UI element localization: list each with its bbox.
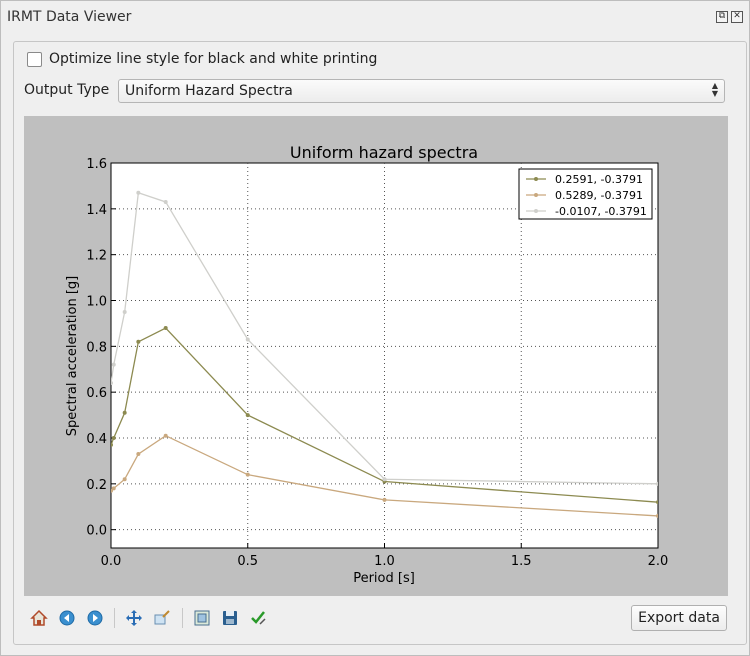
output-type-select[interactable]: Uniform Hazard Spectra ▲ ▼ bbox=[118, 79, 725, 103]
plot-canvas[interactable]: 0.0 0.5 1.0 1.5 2.0 0.0 0.2 0.4 0.6 0.8 1.0 1.2 1.4 1… bbox=[24, 116, 728, 596]
x-axis-label: Period [s] bbox=[353, 571, 415, 586]
bw-printing-label[interactable]: Optimize line style for black and white … bbox=[49, 51, 378, 67]
data-point bbox=[656, 500, 658, 505]
legend-marker bbox=[534, 209, 538, 213]
data-point bbox=[245, 472, 250, 477]
axis-ticks: 0.0 0.5 1.0 1.5 2.0 0.0 0.2 0.4 0.6 0.8 1.0 1.2 1.4 1… bbox=[86, 157, 668, 569]
legend-marker bbox=[534, 177, 538, 181]
data-point bbox=[382, 497, 387, 502]
data-point bbox=[163, 433, 168, 438]
float-window-icon[interactable]: ⧉ bbox=[716, 11, 728, 23]
data-point bbox=[656, 481, 658, 486]
window-title: IRMT Data Viewer bbox=[7, 9, 132, 25]
data-point bbox=[136, 190, 141, 195]
data-point bbox=[122, 477, 127, 482]
y-tick-label: 0.6 bbox=[86, 386, 107, 401]
legend-label: 0.5289, -0.3791 bbox=[555, 189, 643, 202]
x-tick-label: 1.5 bbox=[511, 554, 532, 569]
export-data-button[interactable]: Export data bbox=[631, 605, 727, 631]
back-icon[interactable] bbox=[57, 608, 77, 628]
output-type-value: Uniform Hazard Spectra bbox=[125, 83, 293, 99]
data-point bbox=[163, 199, 168, 204]
zoom-icon[interactable] bbox=[152, 608, 172, 628]
data-point bbox=[136, 339, 141, 344]
data-point bbox=[111, 362, 116, 367]
save-icon[interactable] bbox=[220, 608, 240, 628]
y-tick-label: 1.6 bbox=[86, 157, 107, 172]
y-tick-label: 0.0 bbox=[86, 524, 107, 539]
data-point bbox=[122, 309, 127, 314]
data-point bbox=[245, 337, 250, 342]
y-tick-label: 0.8 bbox=[86, 340, 107, 355]
series-line bbox=[111, 191, 658, 485]
data-point bbox=[111, 486, 116, 491]
chart-title: Uniform hazard spectra bbox=[290, 143, 478, 162]
legend-label: 0.2591, -0.3791 bbox=[555, 173, 643, 186]
y-tick-label: 1.4 bbox=[86, 203, 107, 218]
toolbar-separator bbox=[114, 608, 115, 628]
legend-label: -0.0107, -0.3791 bbox=[555, 205, 647, 218]
data-point bbox=[111, 381, 113, 385]
data-point bbox=[382, 477, 387, 482]
series-line bbox=[111, 434, 658, 517]
x-tick-label: 0.0 bbox=[101, 554, 122, 569]
y-tick-label: 1.2 bbox=[86, 249, 107, 264]
output-type-label: Output Type bbox=[24, 82, 110, 98]
x-tick-label: 1.0 bbox=[374, 554, 395, 569]
y-axis-label: Spectral acceleration [g] bbox=[65, 276, 80, 436]
legend: 0.2591, -0.3791 0.5289, -0.3791 -0.0107, -… bbox=[518, 168, 653, 220]
x-tick-label: 0.5 bbox=[237, 554, 258, 569]
series-line bbox=[111, 327, 658, 503]
toolbar-separator bbox=[182, 608, 183, 628]
y-tick-label: 1.0 bbox=[86, 295, 107, 310]
close-window-icon[interactable]: ✕ bbox=[731, 11, 743, 23]
subplots-icon[interactable] bbox=[192, 608, 212, 628]
data-point bbox=[122, 410, 127, 415]
data-point bbox=[136, 452, 141, 457]
data-point bbox=[111, 436, 116, 440]
chart-svg: 0.0 0.5 1.0 1.5 2.0 0.0 0.2 0.4 0.6 0.8 1.0 1.2 1.4 1… bbox=[65, 143, 668, 586]
x-tick-label: 2.0 bbox=[648, 554, 669, 569]
y-tick-label: 0.4 bbox=[86, 432, 107, 447]
bw-printing-checkbox[interactable] bbox=[27, 52, 42, 67]
forward-icon[interactable] bbox=[85, 608, 105, 628]
data-point bbox=[163, 326, 168, 330]
legend-marker bbox=[534, 193, 538, 197]
series-lines bbox=[111, 190, 658, 518]
combo-arrows-icon: ▲ ▼ bbox=[711, 81, 718, 98]
data-point bbox=[245, 413, 250, 418]
data-point bbox=[111, 442, 113, 447]
grid-lines bbox=[111, 163, 658, 548]
title-bar: IRMT Data Viewer ⧉ ✕ bbox=[1, 1, 749, 33]
home-icon[interactable] bbox=[29, 608, 49, 628]
y-tick-label: 0.2 bbox=[86, 478, 107, 493]
pan-icon[interactable] bbox=[124, 608, 144, 628]
data-point bbox=[656, 513, 658, 518]
edit-icon[interactable] bbox=[248, 608, 268, 628]
